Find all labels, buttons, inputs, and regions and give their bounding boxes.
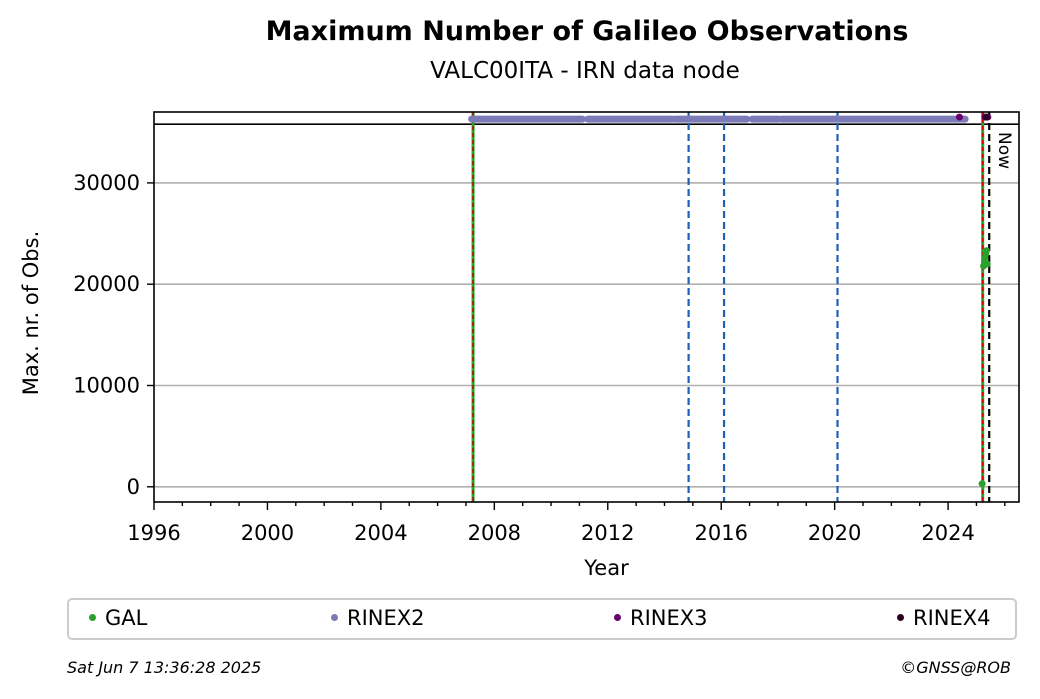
x-axis-label: Year xyxy=(583,556,629,580)
data-point-rinex4 xyxy=(982,113,990,121)
legend-item-rinex2: RINEX2 xyxy=(331,606,425,630)
legend-marker xyxy=(89,613,96,621)
legend-marker xyxy=(614,613,621,621)
x-tick-label: 2020 xyxy=(808,521,861,545)
legend-item-rinex4: RINEX4 xyxy=(897,606,991,630)
data-point-gal xyxy=(978,480,986,488)
legend-label: RINEX3 xyxy=(630,606,708,630)
x-tick-label: 2008 xyxy=(468,521,521,545)
y-axis-label: Max. nr. of Obs. xyxy=(19,231,43,396)
legend-item-rinex3: RINEX3 xyxy=(614,606,708,630)
y-tick-label: 0 xyxy=(127,475,140,499)
footer-timestamp: Sat Jun 7 13:36:28 2025 xyxy=(67,658,262,677)
data-point-rinex3 xyxy=(955,113,963,121)
legend-label: GAL xyxy=(105,606,148,630)
x-tick-label: 2012 xyxy=(581,521,634,545)
chart-title: Maximum Number of Galileo Observations xyxy=(265,16,909,47)
x-tick-label: 2004 xyxy=(354,521,407,545)
x-tick-label: 2000 xyxy=(241,521,294,545)
legend: GAL RINEX2 RINEX3 RINEX4 xyxy=(67,598,1017,640)
x-tick-label: 2016 xyxy=(694,521,747,545)
x-tick-label: 2024 xyxy=(921,521,974,545)
y-tick-label: 20000 xyxy=(73,272,140,296)
data-point-gal xyxy=(983,260,991,268)
y-tick-label: 10000 xyxy=(73,374,140,398)
legend-marker xyxy=(331,613,338,621)
footer-credit: ©GNSS@ROB xyxy=(900,658,1011,677)
y-tick-label: 30000 xyxy=(73,171,140,195)
plot-frame xyxy=(153,111,1020,503)
legend-label: RINEX2 xyxy=(347,606,425,630)
chart-subtitle: VALC00ITA - IRN data node xyxy=(430,58,740,84)
now-label: Now xyxy=(994,132,1014,169)
legend-marker xyxy=(897,613,904,621)
x-tick-label: 1996 xyxy=(127,521,180,545)
legend-label: RINEX4 xyxy=(913,606,991,630)
legend-item-gal: GAL xyxy=(89,606,147,630)
data-point-gal xyxy=(982,247,990,255)
